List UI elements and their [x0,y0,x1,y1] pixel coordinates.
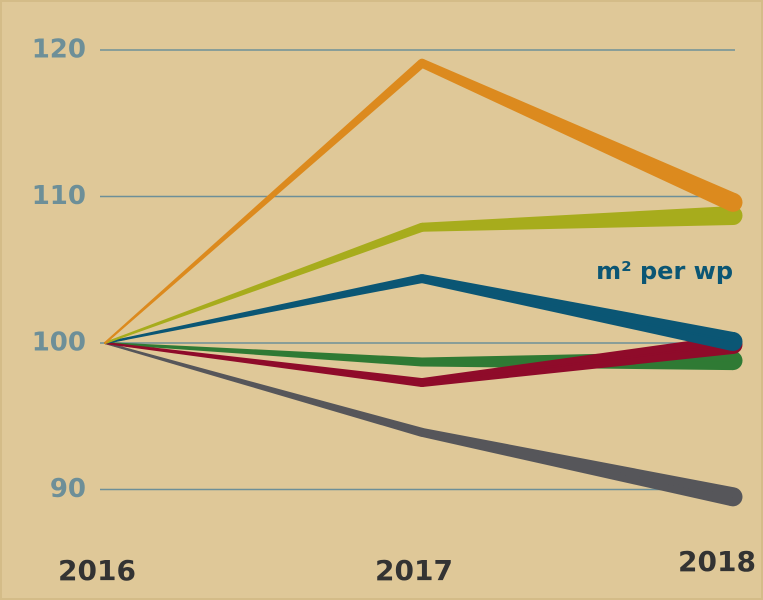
x-tick-label: 2018 [678,545,756,578]
y-tick-label: 90 [50,474,86,504]
y-tick-label: 100 [32,328,86,358]
annotation: m² per wp [596,257,733,285]
series-line [104,277,734,344]
series-line [104,214,734,344]
series-line [104,342,734,384]
x-tick-label: 2016 [58,554,136,587]
series-line [104,342,734,498]
x-tick-label: 2017 [375,554,453,587]
series-line [104,62,734,344]
y-tick-label: 110 [32,181,86,211]
y-tick-label: 120 [32,35,86,65]
